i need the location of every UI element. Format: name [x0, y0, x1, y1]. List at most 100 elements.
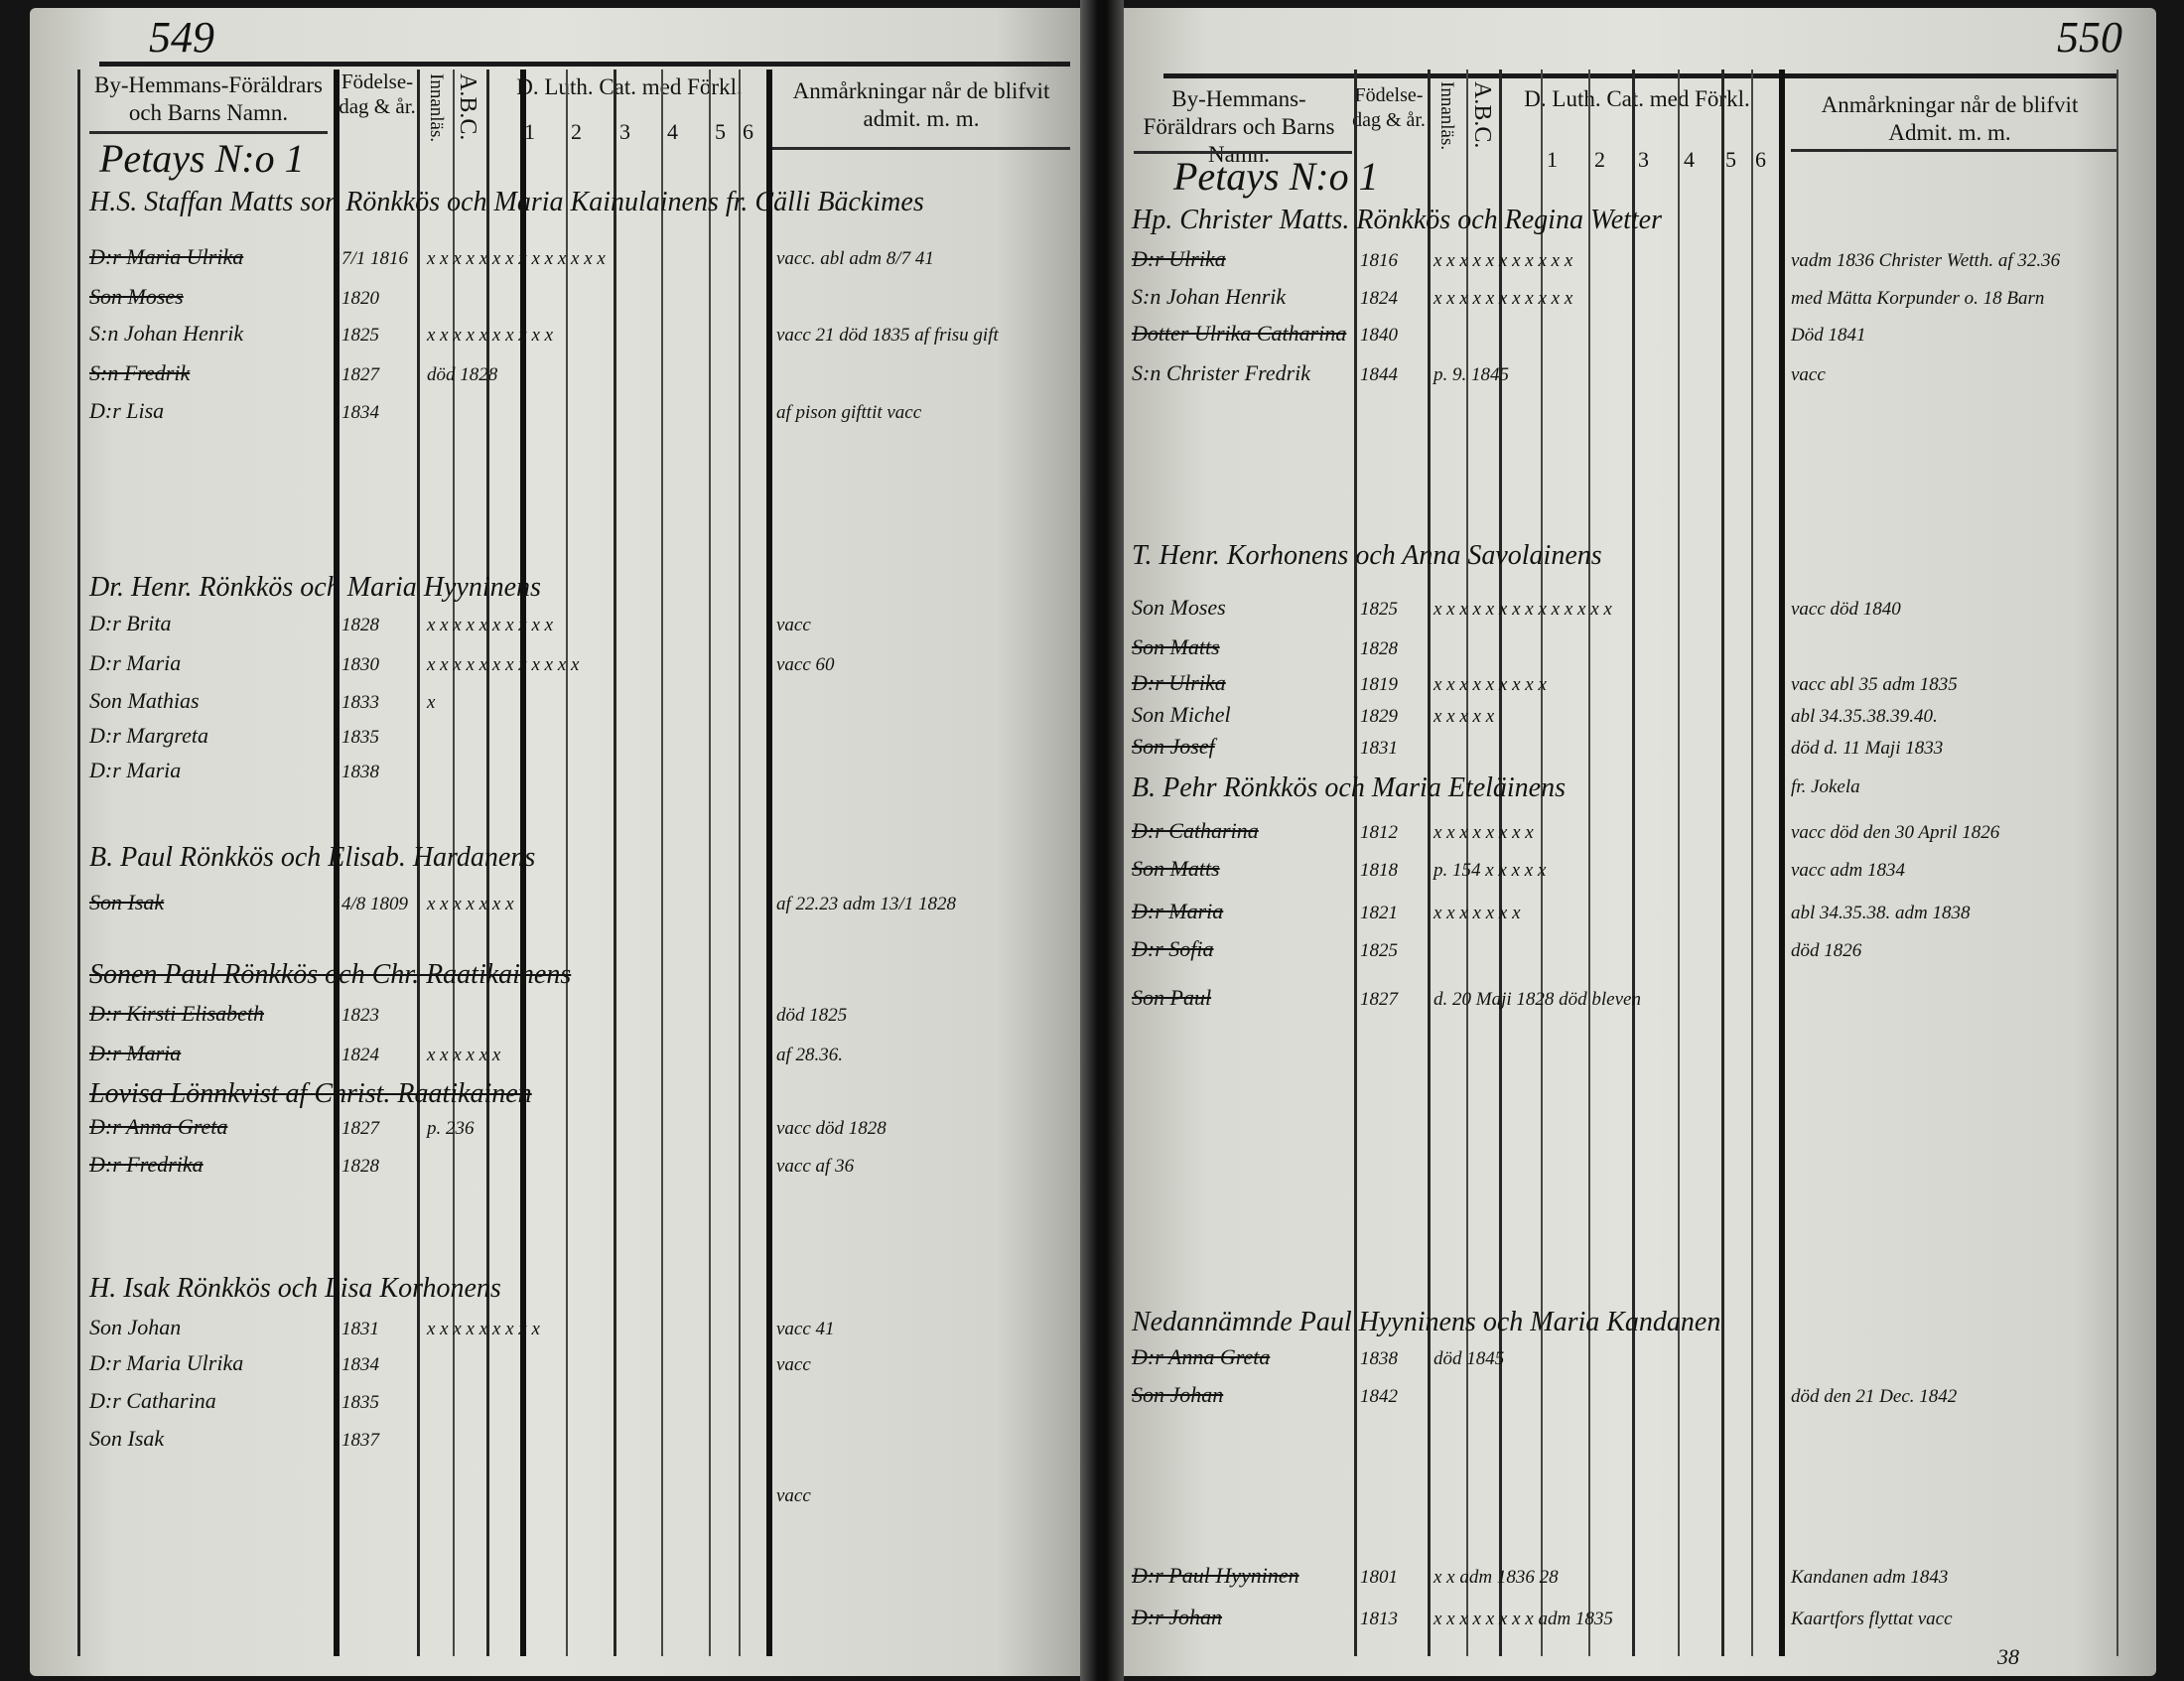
person-name: D:r Anna Greta	[1132, 1344, 1271, 1369]
birth-date: 1838	[341, 762, 379, 782]
catechism-marks: x x x x x x x x adm 1835	[1433, 1609, 1613, 1629]
person-name: D:r Maria Ulrika	[89, 1350, 244, 1375]
birth-date: 1835	[341, 727, 379, 748]
person-name: D:r Maria	[1132, 899, 1224, 923]
birth-date: 1821	[1360, 903, 1398, 923]
person-name: S:n Johan Henrik	[89, 321, 244, 346]
household-heading: T. Henr. Korhonens och Anna Savolainens	[1132, 540, 1602, 571]
birth-date: 1827	[1360, 989, 1398, 1010]
catechism-marks: död 1845	[1433, 1348, 1505, 1369]
cat-column-number: 4	[667, 119, 678, 144]
person-name: Son Michel	[1132, 702, 1231, 727]
household-heading: Dr. Henr. Rönkkös och Maria Hyyninens	[89, 572, 541, 603]
header-names: By-Hemmans-Föräldrars och Barns Namn.	[1143, 86, 1335, 167]
birth-date: 1825	[1360, 940, 1398, 961]
remark-note: fr. Jokela	[1791, 776, 1860, 797]
remark-note: vacc 60	[776, 654, 835, 675]
birth-date: 1827	[341, 1118, 379, 1139]
header-rule	[1163, 73, 2116, 78]
birth-date: 1820	[341, 288, 379, 309]
person-name: Son Moses	[89, 284, 184, 309]
person-name: Son Johan	[1132, 1382, 1224, 1407]
header-names: By-Hemmans-Föräldrars och Barns Namn.	[94, 72, 323, 125]
remark-note: vacc död 1828	[776, 1118, 887, 1139]
cat-column-number: 5	[715, 119, 726, 144]
header-rule	[99, 62, 1070, 67]
birth-date: 1812	[1360, 822, 1398, 843]
person-name: D:r Sofia	[1132, 936, 1214, 961]
birth-date: 1829	[1360, 706, 1398, 727]
person-name: D:r Maria Ulrika	[89, 244, 244, 269]
person-name: S:n Fredrik	[89, 360, 191, 385]
catechism-marks: död 1828	[427, 364, 498, 385]
header-reading: Innanläs.	[426, 73, 447, 143]
page-number: 549	[149, 13, 214, 62]
page-number: 550	[2057, 13, 2122, 62]
book-spine	[1080, 0, 1124, 1681]
remark-note: död den 21 Dec. 1842	[1791, 1386, 1958, 1407]
catechism-marks: x x x x x x x x x x x x x x	[427, 248, 606, 269]
catechism-marks: p. 236	[427, 1118, 475, 1139]
header-abc: A.B.C.	[1469, 81, 1495, 149]
birth-date: 1801	[1360, 1567, 1398, 1588]
birth-date: 1837	[341, 1430, 379, 1451]
header-abc: A.B.C.	[455, 73, 480, 141]
person-name: Son Matts	[1132, 856, 1220, 881]
remark-note: död 1825	[776, 1005, 848, 1026]
person-name: Son Isak	[89, 890, 165, 914]
remark-note: Död 1841	[1791, 325, 1866, 346]
birth-date: 1844	[1360, 364, 1398, 385]
remark-note: vacc af 36	[776, 1156, 855, 1177]
remark-note: Kaartfors flyttat vacc	[1791, 1609, 1953, 1629]
birth-date: 1824	[1360, 288, 1398, 309]
birth-date: 1831	[1360, 738, 1398, 759]
remark-note: vacc. abl adm 8/7 41	[776, 248, 934, 269]
birth-date: 1816	[1360, 250, 1398, 271]
header-remarks: Anmårkningar når de blifvit admit. m. m.	[792, 78, 1050, 131]
person-name: Son Isak	[89, 1426, 165, 1451]
birth-date: 1824	[341, 1045, 379, 1065]
remark-note: vacc	[776, 1485, 811, 1506]
birth-date: 1819	[1360, 674, 1398, 695]
remark-note: af 22.23 adm 13/1 1828	[776, 894, 957, 914]
birth-date: 1833	[341, 692, 379, 713]
remark-note: abl 34.35.38.39.40.	[1791, 706, 1938, 727]
remark-note: vacc	[1791, 364, 1826, 385]
catechism-marks: x	[427, 692, 436, 713]
person-name: Son Paul	[1132, 985, 1212, 1010]
birth-date: 1838	[1360, 1348, 1398, 1369]
person-name: D:r Maria	[89, 1041, 182, 1065]
person-name: D:r Kirsti Elisabeth	[89, 1001, 265, 1026]
birth-date: 1840	[1360, 325, 1398, 346]
birth-date: 1828	[1360, 638, 1398, 659]
header-remarks: Anmårkningar når de blifvit Admit. m. m.	[1821, 92, 2079, 145]
household-heading: H.S. Staffan Matts son Rönkkös och Maria…	[89, 187, 924, 217]
catechism-marks: p. 154 x x x x x	[1433, 860, 1547, 881]
header-catechism: D. Luth. Cat. med Förkl.	[516, 74, 743, 99]
catechism-marks: p. 9. 1845	[1433, 364, 1509, 385]
household-heading: Nedannämnde Paul Hyyninens och Maria Kan…	[1132, 1307, 1721, 1337]
birth-date: 1825	[341, 325, 379, 346]
household-heading: Sonen Paul Rönkkös och Chr. Raatikainens	[89, 959, 572, 990]
village-title: Petays N:o 1	[1173, 154, 1379, 199]
person-name: Son Matts	[1132, 634, 1220, 659]
cat-column-number: 6	[743, 119, 753, 144]
remark-note: vacc	[776, 615, 811, 635]
remark-note: vacc död den 30 April 1826	[1791, 822, 2000, 843]
catechism-marks: x x x x x x x x x x x	[1433, 288, 1573, 309]
birth-date: 4/8 1809	[341, 894, 409, 914]
catechism-marks: x x x x x x x x x	[427, 1319, 540, 1339]
birth-date: 1830	[341, 654, 379, 675]
household-heading: B. Paul Rönkkös och Elisab. Hardanens	[89, 842, 536, 873]
header-reading: Innanläs.	[1436, 81, 1457, 151]
header-birth: Födelse-dag & år.	[339, 70, 416, 118]
birth-date: 1823	[341, 1005, 379, 1026]
person-name: Son Mathias	[89, 688, 200, 713]
remark-note: af 28.36.	[776, 1045, 844, 1065]
birth-date: 1818	[1360, 860, 1398, 881]
birth-date: 1831	[341, 1319, 379, 1339]
remark-note: med Mätta Korpunder o. 18 Barn	[1791, 288, 2045, 309]
remark-note: Kandanen adm 1843	[1791, 1567, 1949, 1588]
cat-column-number: 2	[571, 119, 582, 144]
household-heading: Hp. Christer Matts. Rönkkös och Regina W…	[1132, 205, 1663, 235]
